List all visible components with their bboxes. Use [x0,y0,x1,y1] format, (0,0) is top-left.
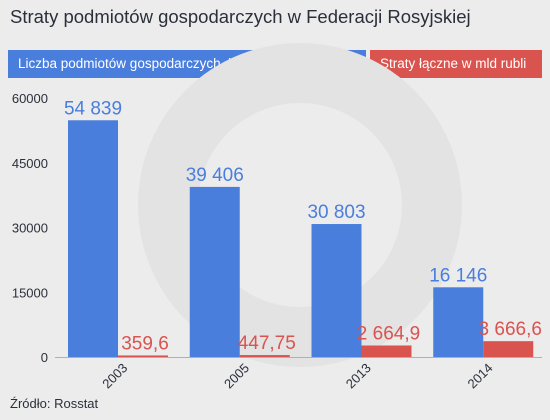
bar-losses [239,355,290,357]
data-label-count: 39 406 [186,165,244,186]
source-note: Źródło: Rosstat [10,396,99,411]
bar-count [433,287,484,357]
bar-losses [118,355,168,357]
bar-count [311,224,362,357]
x-tick-label: 2005 [221,360,252,391]
x-tick-label: 2014 [465,360,496,391]
bar-count [68,120,118,357]
watermark-ring [138,43,462,367]
chart-title: Straty podmiotów gospodarczych w Federac… [10,6,471,27]
bar-count [189,186,240,357]
y-axis: 0 15000 30000 45000 60000 [12,91,48,365]
x-tick-label: 2003 [99,360,130,391]
data-label-count: 30 803 [307,202,365,223]
x-tick-label: 2013 [343,360,374,391]
bar-losses [483,341,534,357]
data-label-losses: 2 664,9 [357,323,420,344]
y-tick-label: 60000 [12,91,48,106]
y-tick-label: 0 [41,350,48,365]
data-label-losses: 3 666,6 [479,319,542,340]
legend-item-losses: Straty łączne w mld rubli [370,50,542,78]
data-label-losses: 359,6 [121,333,169,354]
y-tick-label: 30000 [12,221,48,236]
data-label-count: 54 839 [64,98,122,119]
bars: 54 839 359,6 39 406 447,75 30 803 2 664,9 16 1… [64,98,542,357]
y-tick-label: 15000 [12,285,48,300]
data-label-count: 16 146 [429,265,487,286]
y-tick-label: 45000 [12,156,48,171]
data-label-losses: 447,75 [238,333,296,354]
bar-losses [361,345,412,357]
